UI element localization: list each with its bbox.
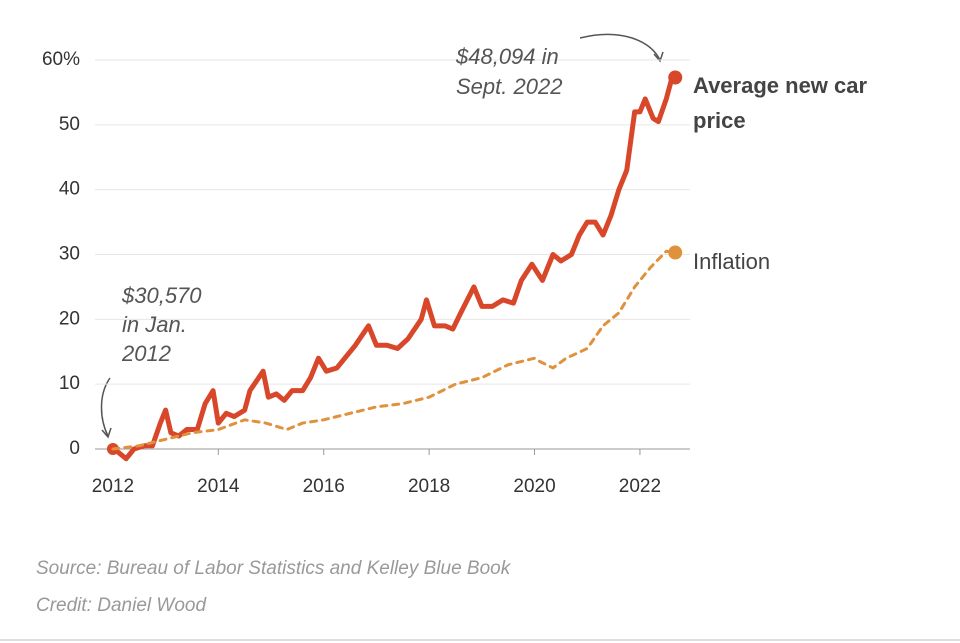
y-tick-label: 40 xyxy=(59,179,80,200)
series-label: Inflation xyxy=(693,249,771,274)
series-line xyxy=(111,249,677,451)
x-tick-label: 2016 xyxy=(303,476,345,497)
annotation: 2012 xyxy=(121,341,171,366)
x-tick-label: 2018 xyxy=(408,476,450,497)
annotation: $48,094 in xyxy=(455,44,559,69)
annotation: Sept. 2022 xyxy=(456,74,562,99)
annotation-arrow xyxy=(579,33,661,61)
annotation-arrowhead xyxy=(653,51,664,63)
source: Source: Bureau of Labor Statistics and K… xyxy=(36,558,512,579)
series-label: Average new car price xyxy=(693,73,868,133)
end-dot xyxy=(668,70,683,85)
x-tick-label: 2014 xyxy=(197,476,240,497)
y-tick-label: 30 xyxy=(59,244,80,265)
y-tick-label: 60% xyxy=(42,49,80,70)
end-dot xyxy=(668,245,683,260)
y-tick-label: 0 xyxy=(69,438,80,459)
annotation: in Jan. xyxy=(122,312,187,337)
x-tick-label: 2020 xyxy=(513,476,555,497)
annotation-arrow xyxy=(100,377,111,437)
annotation: $30,570 xyxy=(121,283,202,308)
series-line xyxy=(110,75,678,462)
x-tick-label: 2012 xyxy=(92,476,134,497)
x-tick-label: 2022 xyxy=(619,476,661,497)
y-tick-label: 20 xyxy=(59,308,80,329)
credit: Credit: Daniel Wood xyxy=(36,595,207,616)
y-tick-label: 10 xyxy=(59,373,80,394)
y-tick-label: 50 xyxy=(59,114,80,135)
annotation-arrowhead xyxy=(101,427,112,439)
